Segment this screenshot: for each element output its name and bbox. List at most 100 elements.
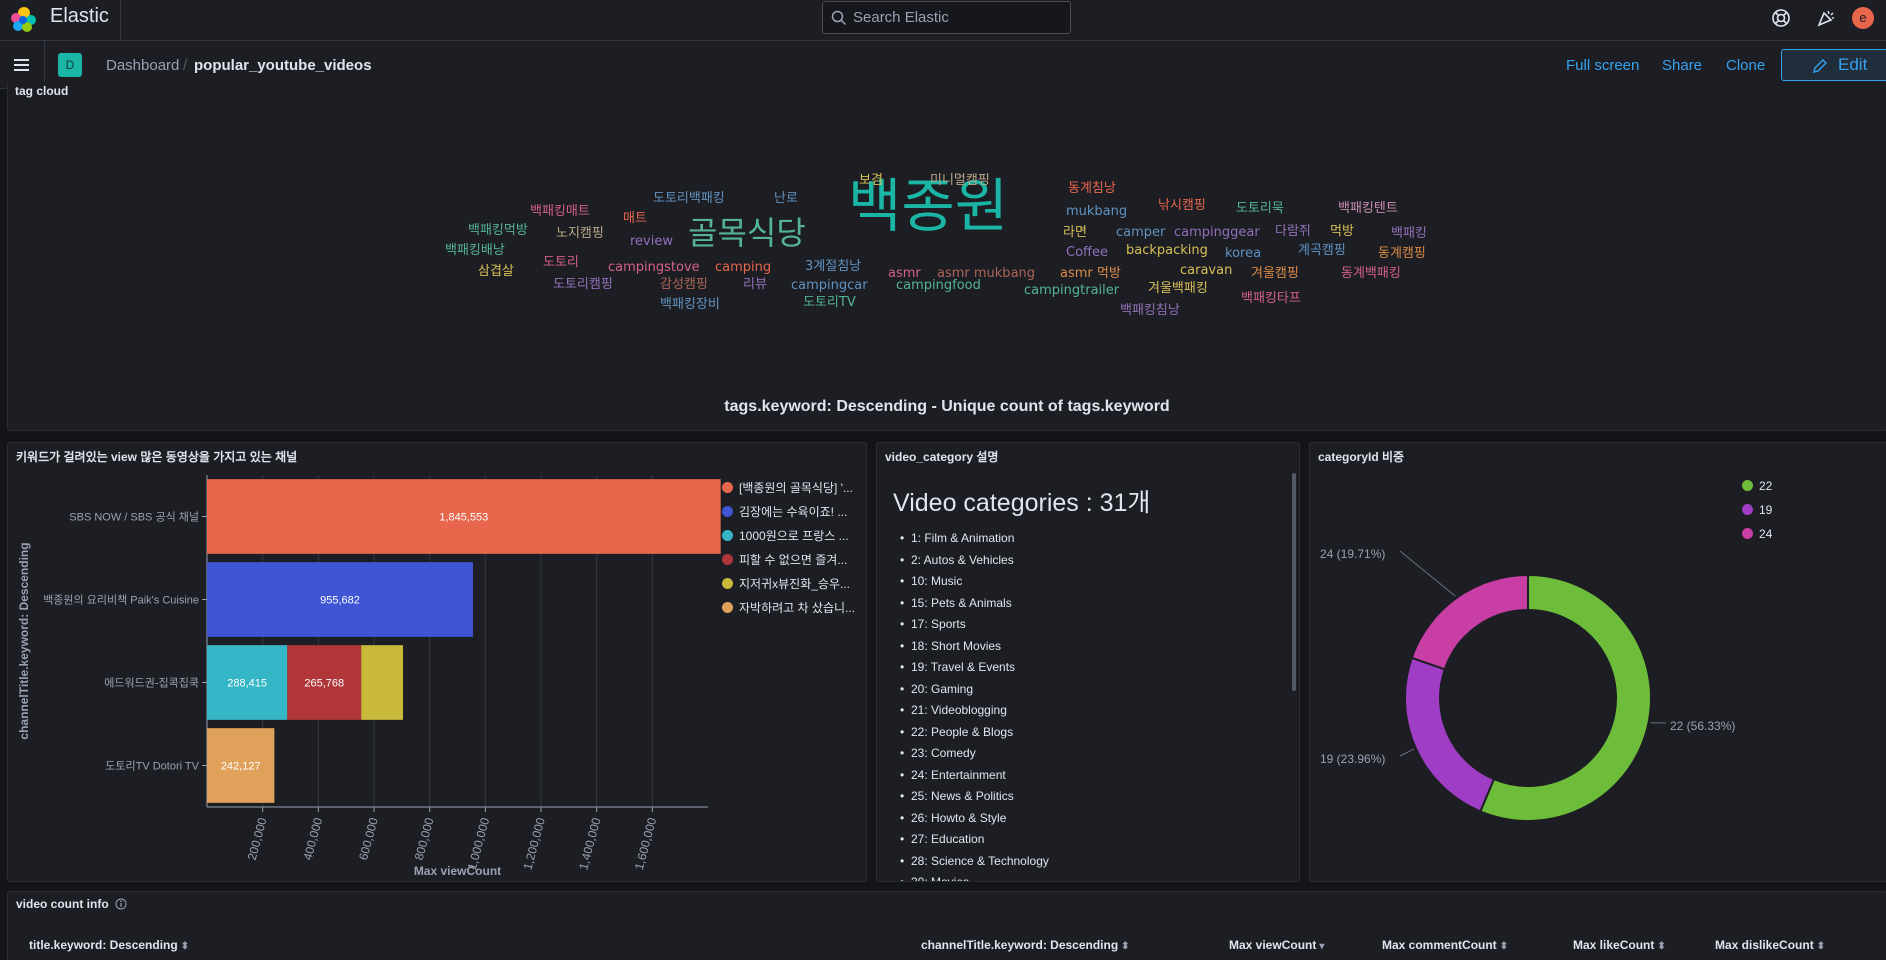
tag-cloud-word[interactable]: 매트 (623, 211, 647, 226)
tag-cloud-word[interactable]: campinggear (1174, 225, 1260, 240)
tag-cloud-word[interactable]: 보겸 (859, 173, 883, 188)
legend-item[interactable]: 자박하려고 차 샀습니... (722, 599, 855, 616)
tag-cloud-word[interactable]: campingtrailer (1024, 283, 1120, 298)
tag-cloud-word[interactable]: 낚시캠핑 (1158, 198, 1206, 213)
tag-cloud-word[interactable]: review (630, 234, 673, 249)
tag-cloud-word[interactable]: 노지캠핑 (556, 226, 604, 241)
tag-cloud-word[interactable]: backpacking (1126, 243, 1208, 258)
legend-label: 김장에는 수육이죠! ... (739, 505, 848, 519)
tag-cloud-word[interactable]: 골목식당 (688, 214, 806, 252)
newsfeed-icon[interactable] (1815, 7, 1837, 29)
tag-cloud-word[interactable]: 백패킹장비 (660, 297, 720, 312)
tag-cloud-word[interactable]: 도토리 (543, 255, 579, 270)
column-header-max-commentcount[interactable]: Max commentCount ⬍ (1382, 938, 1509, 952)
tag-cloud-word[interactable]: 리뷰 (743, 277, 767, 292)
tag-cloud-word[interactable]: asmr 먹방 (1060, 266, 1121, 281)
search-icon (831, 10, 847, 26)
category-list-item: 28: Science & Technology (893, 854, 1273, 876)
user-avatar[interactable]: e (1852, 7, 1874, 29)
share-button[interactable]: Share (1662, 57, 1703, 74)
tag-cloud-word[interactable]: 동계캠핑 (1378, 246, 1426, 261)
donut-slice[interactable] (1404, 656, 1496, 813)
legend-item[interactable]: 1000원으로 프랑스 ... (722, 527, 849, 544)
bar[interactable] (207, 562, 473, 637)
tag-cloud-word[interactable]: campingfood (896, 278, 981, 293)
scrollbar[interactable] (1292, 473, 1296, 691)
full-screen-button[interactable]: Full screen (1566, 57, 1640, 74)
breadcrumb-dashboard[interactable]: Dashboard (106, 57, 180, 74)
bar-value-label: 242,127 (221, 761, 261, 773)
donut-slice[interactable] (1479, 573, 1652, 822)
legend-item[interactable]: 24 (1742, 527, 1772, 541)
legend-item[interactable]: 지저귀x뷰진화_승우... (722, 575, 850, 592)
tag-cloud-word[interactable]: 동계침낭 (1068, 181, 1116, 196)
tag-cloud-word[interactable]: 도토리백패킹 (653, 191, 725, 206)
divider (120, 0, 121, 41)
tag-cloud-word[interactable]: 겨울백패킹 (1148, 281, 1208, 296)
tag-cloud-word[interactable]: 난로 (774, 191, 798, 206)
x-tick-label: 1,600,000 (632, 816, 659, 872)
legend-item[interactable]: [백종원의 골목식당] '... (722, 479, 853, 496)
clone-button[interactable]: Clone (1726, 57, 1766, 74)
tag-cloud-word[interactable]: 도토리묵 (1236, 201, 1284, 216)
tag-cloud-word[interactable]: asmr (888, 266, 921, 281)
edit-button[interactable]: Edit (1781, 49, 1886, 81)
tag-cloud-word[interactable]: camper (1116, 225, 1166, 240)
bar[interactable] (361, 645, 403, 720)
tag-cloud-word[interactable]: campingstove (608, 260, 700, 275)
tag-cloud-word[interactable]: 미니멀캠핑 (930, 173, 990, 188)
tag-cloud-word[interactable]: 백패킹배낭 (445, 243, 505, 258)
info-icon[interactable] (115, 898, 127, 910)
tag-cloud-word[interactable]: asmr mukbang (937, 266, 1036, 281)
tag-cloud-word[interactable]: 동계백패킹 (1341, 266, 1401, 281)
tag-cloud-word[interactable]: caravan (1180, 263, 1233, 278)
tag-cloud-word[interactable]: 백패킹타프 (1241, 291, 1301, 306)
space-avatar[interactable]: D (58, 53, 82, 77)
column-header-title[interactable]: title.keyword: Descending ⬍ (29, 938, 190, 952)
tag-cloud-word[interactable]: 겨울캠핑 (1251, 266, 1299, 281)
legend-item[interactable]: 피할 수 없으면 즐겨... (722, 551, 847, 568)
tag-cloud-word[interactable]: 계곡캠핑 (1298, 243, 1346, 258)
legend-label: [백종원의 골목식당] '... (739, 481, 853, 495)
bar[interactable] (287, 645, 362, 720)
tag-cloud-word[interactable]: 삼겹살 (478, 264, 514, 279)
x-tick-label: 400,000 (300, 816, 325, 862)
column-header-max-viewcount[interactable]: Max viewCount ▾ (1229, 938, 1325, 952)
elastic-logo-icon[interactable] (9, 5, 38, 34)
y-category-label: 도토리TV Dotori TV (105, 760, 199, 773)
tag-cloud-word[interactable]: 백종원 (848, 172, 1009, 240)
tag-cloud-word[interactable]: 백패킹침낭 (1120, 303, 1180, 318)
donut-slice[interactable] (1410, 573, 1529, 671)
tag-cloud-word[interactable]: korea (1225, 246, 1262, 261)
tag-cloud-word[interactable]: 도토리캠핑 (553, 277, 613, 292)
tag-cloud-word[interactable]: 백패킹텐트 (1338, 201, 1398, 216)
donut-chart (1399, 550, 1667, 822)
tag-cloud-word[interactable]: 백패킹먹방 (468, 223, 528, 238)
tag-cloud-word[interactable]: mukbang (1066, 204, 1128, 219)
tag-cloud-word[interactable]: 라면 (1063, 225, 1087, 240)
column-header-max-dislikecount[interactable]: Max dislikeCount ⬍ (1715, 938, 1826, 952)
search-input[interactable] (853, 2, 1065, 33)
tag-cloud-word[interactable]: 도토리TV (803, 295, 856, 310)
tag-cloud-word[interactable]: campingcar (791, 278, 868, 293)
tag-cloud-word[interactable]: 3계절침낭 (805, 259, 862, 274)
column-header-max-likecount[interactable]: Max likeCount ⬍ (1573, 938, 1666, 952)
legend-item[interactable]: 19 (1742, 503, 1772, 517)
tag-cloud-word[interactable]: Coffee (1066, 245, 1108, 260)
legend-item[interactable]: 22 (1742, 479, 1772, 493)
bar[interactable] (207, 728, 275, 803)
tag-cloud-word[interactable]: 먹방 (1330, 224, 1354, 239)
bar[interactable] (207, 479, 721, 554)
legend-item[interactable]: 김장에는 수육이죠! ... (722, 503, 847, 520)
global-search[interactable] (822, 1, 1071, 34)
menu-icon[interactable] (12, 57, 32, 73)
column-header-channel[interactable]: channelTitle.keyword: Descending ⬍ (921, 938, 1130, 952)
tag-cloud-word[interactable]: 백패킹매트 (530, 204, 590, 219)
help-icon[interactable] (1770, 7, 1792, 29)
bar[interactable] (207, 645, 288, 720)
tag-cloud-word[interactable]: camping (715, 260, 772, 275)
tag-cloud-word[interactable]: 다람쥐 (1275, 224, 1311, 239)
tag-cloud-word[interactable]: 백패킹 (1391, 226, 1427, 241)
tag-cloud-word[interactable]: 감성캠핑 (660, 277, 708, 292)
y-category-label: 백종원의 요리비책 Paik's Cuisine (43, 594, 199, 607)
